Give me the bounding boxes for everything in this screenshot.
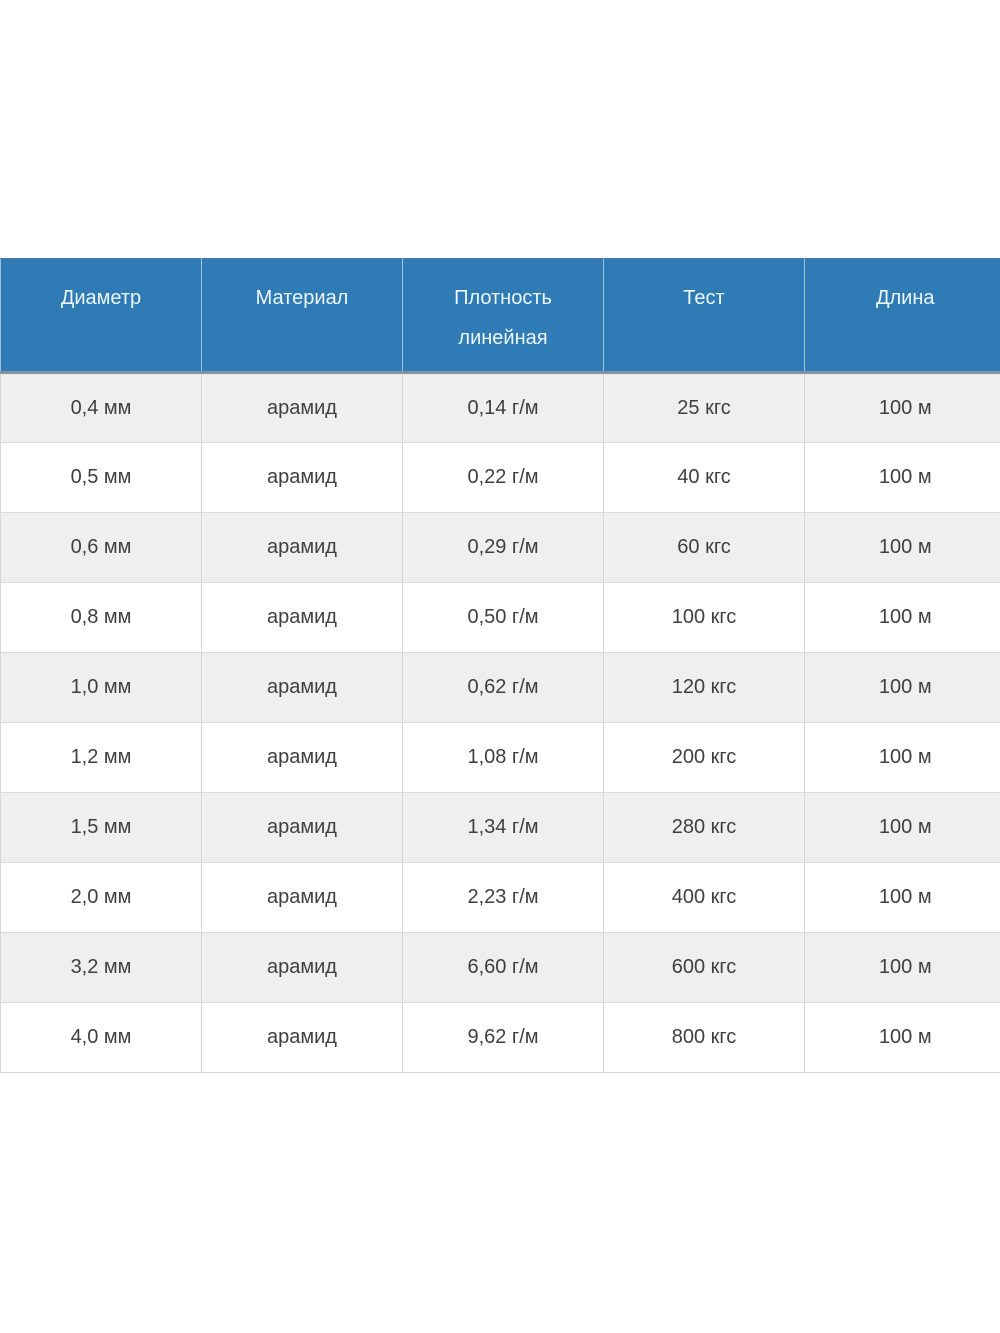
header-cell-3: Тест — [603, 258, 805, 374]
cell: арамид — [201, 932, 403, 1003]
table-row: 0,5 мм арамид 0,22 г/м 40 кгс 100 м — [0, 442, 1000, 513]
table-row: 0,6 мм арамид 0,29 г/м 60 кгс 100 м — [0, 512, 1000, 583]
header-cell-4: Длина — [804, 258, 1000, 374]
cell: 800 кгс — [603, 1002, 805, 1073]
cell: 0,5 мм — [0, 442, 202, 513]
cell: 100 кгс — [603, 582, 805, 653]
table-row: 1,5 мм арамид 1,34 г/м 280 кгс 100 м — [0, 792, 1000, 863]
cell: 100 м — [804, 652, 1000, 723]
cell: 3,2 мм — [0, 932, 202, 1003]
cell: 100 м — [804, 372, 1000, 443]
cell: 0,8 мм — [0, 582, 202, 653]
table-row: 0,8 мм арамид 0,50 г/м 100 кгс 100 м — [0, 582, 1000, 653]
cell: 100 м — [804, 582, 1000, 653]
cell: 200 кгс — [603, 722, 805, 793]
table-row: 1,2 мм арамид 1,08 г/м 200 кгс 100 м — [0, 722, 1000, 793]
cell: 1,08 г/м — [402, 722, 604, 793]
cell: 100 м — [804, 862, 1000, 933]
table-row: 1,0 мм арамид 0,62 г/м 120 кгс 100 м — [0, 652, 1000, 723]
table-row: 0,4 мм арамид 0,14 г/м 25 кгс 100 м — [0, 372, 1000, 443]
spec-table-container: Диаметр Материал Плотность линейная Тест Дли… — [0, 258, 1000, 1073]
cell: 280 кгс — [603, 792, 805, 863]
cell: 0,6 мм — [0, 512, 202, 583]
cell: 1,34 г/м — [402, 792, 604, 863]
cell: 0,50 г/м — [402, 582, 604, 653]
cell: 0,4 мм — [0, 372, 202, 443]
cell: 100 м — [804, 442, 1000, 513]
cell: 60 кгс — [603, 512, 805, 583]
cell: 0,22 г/м — [402, 442, 604, 513]
cell: 6,60 г/м — [402, 932, 604, 1003]
table-row: 2,0 мм арамид 2,23 г/м 400 кгс 100 м — [0, 862, 1000, 933]
header-cell-1: Материал — [201, 258, 403, 374]
header-cell-2: Плотность линейная — [402, 258, 604, 374]
table-row: 4,0 мм арамид 9,62 г/м 800 кгс 100 м — [0, 1002, 1000, 1073]
cell: 40 кгс — [603, 442, 805, 513]
cell: 0,62 г/м — [402, 652, 604, 723]
cell: арамид — [201, 372, 403, 443]
cell: 100 м — [804, 792, 1000, 863]
header-row: Диаметр Материал Плотность линейная Тест Дли… — [0, 258, 1000, 374]
cell: 1,5 мм — [0, 792, 202, 863]
cell: 25 кгс — [603, 372, 805, 443]
cell: 0,29 г/м — [402, 512, 604, 583]
cell: арамид — [201, 652, 403, 723]
cell: 120 кгс — [603, 652, 805, 723]
cell: 400 кгс — [603, 862, 805, 933]
cell: 1,0 мм — [0, 652, 202, 723]
cell: арамид — [201, 792, 403, 863]
cell: 100 м — [804, 1002, 1000, 1073]
cell: 2,0 мм — [0, 862, 202, 933]
cell: арамид — [201, 862, 403, 933]
cell: 4,0 мм — [0, 1002, 202, 1073]
cell: 0,14 г/м — [402, 372, 604, 443]
cell: 100 м — [804, 932, 1000, 1003]
cell: 100 м — [804, 512, 1000, 583]
spec-table-header: Диаметр Материал Плотность линейная Тест Дли… — [0, 258, 1000, 374]
cell: 1,2 мм — [0, 722, 202, 793]
table-row: 3,2 мм арамид 6,60 г/м 600 кгс 100 м — [0, 932, 1000, 1003]
cell: арамид — [201, 1002, 403, 1073]
cell: 9,62 г/м — [402, 1002, 604, 1073]
spec-table-body: 0,4 мм арамид 0,14 г/м 25 кгс 100 м 0,5 мм ара… — [0, 372, 1000, 1073]
cell: арамид — [201, 442, 403, 513]
cell: 2,23 г/м — [402, 862, 604, 933]
cell: арамид — [201, 582, 403, 653]
cell: 100 м — [804, 722, 1000, 793]
cell: 600 кгс — [603, 932, 805, 1003]
cell: арамид — [201, 512, 403, 583]
header-cell-0: Диаметр — [0, 258, 202, 374]
cell: арамид — [201, 722, 403, 793]
spec-table: Диаметр Материал Плотность линейная Тест Дли… — [0, 258, 1000, 1073]
